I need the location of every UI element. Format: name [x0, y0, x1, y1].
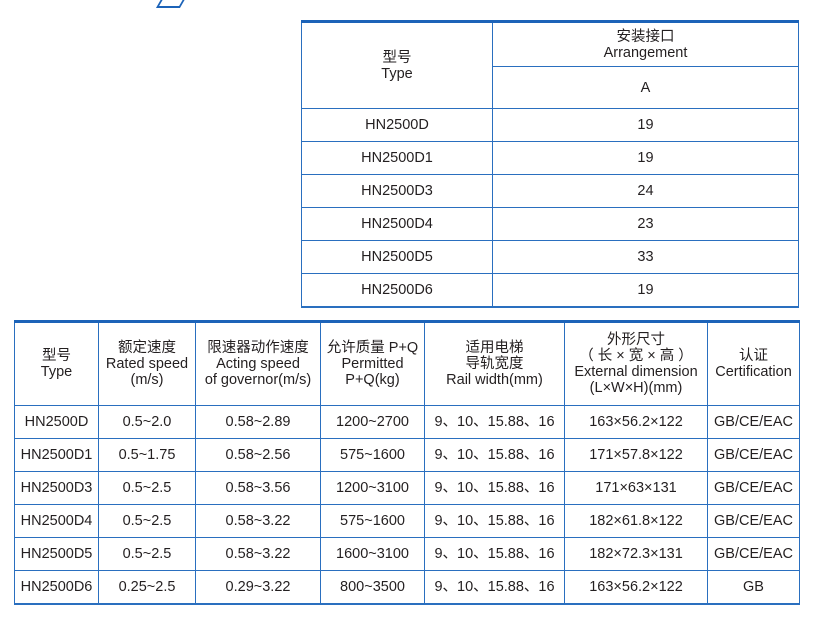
- table-row: HN2500D4 0.5~2.5 0.58~3.22 575~1600 9、10、15.…: [14, 504, 800, 538]
- header-line: 适用电梯: [465, 340, 524, 356]
- table-row: HN2500D1 19: [301, 141, 799, 175]
- arrangement-cell: 23: [492, 207, 799, 241]
- header-line: Rated speed: [105, 356, 189, 372]
- header-line: Rail width(mm): [446, 372, 543, 388]
- header-line: Type: [40, 364, 73, 380]
- table-cell: 0.5~2.5: [98, 504, 196, 538]
- table-cell: 9、10、15.88、16: [424, 471, 565, 505]
- table-cell: GB: [707, 570, 800, 604]
- table-row: HN2500D4 23: [301, 207, 799, 241]
- table-cell: GB/CE/EAC: [707, 438, 800, 472]
- table-cell: 575~1600: [320, 438, 425, 472]
- table-cell: GB/CE/EAC: [707, 405, 800, 439]
- arrangement-cell: 33: [492, 240, 799, 274]
- column-header: 限速器动作速度 Acting speed of governor(m/s): [195, 320, 321, 406]
- type-cell: HN2500D: [301, 108, 493, 142]
- table-cell: HN2500D1: [14, 438, 99, 472]
- header-line: (m/s): [130, 372, 164, 388]
- header-line: （ 长 × 宽 × 高 ）: [579, 348, 693, 364]
- table-cell: GB/CE/EAC: [707, 537, 800, 571]
- arrangement-cell: 19: [492, 273, 799, 307]
- table-cell: 9、10、15.88、16: [424, 405, 565, 439]
- table-cell: HN2500D: [14, 405, 99, 439]
- header-line: 额定速度: [118, 340, 176, 356]
- table-row: HN2500D6 19: [301, 273, 799, 307]
- table-row: HN2500D5 0.5~2.5 0.58~3.22 1600~3100 9、10、15…: [14, 537, 800, 571]
- table-row: HN2500D1 0.5~1.75 0.58~2.56 575~1600 9、10、15…: [14, 438, 800, 472]
- table-cell: 182×72.3×131: [564, 537, 708, 571]
- table-cell: 0.5~1.75: [98, 438, 196, 472]
- table-cell: 0.58~3.22: [195, 537, 321, 571]
- table-cell: GB/CE/EAC: [707, 504, 800, 538]
- table-cell: 0.58~3.56: [195, 471, 321, 505]
- table-cell: 0.58~2.89: [195, 405, 321, 439]
- table-cell: HN2500D4: [14, 504, 99, 538]
- header-line: 认证: [739, 348, 768, 364]
- type-cell: HN2500D5: [301, 240, 493, 274]
- header-line: External dimension: [574, 364, 698, 380]
- table-cell: 0.29~3.22: [195, 570, 321, 604]
- table-row: HN2500D6 0.25~2.5 0.29~3.22 800~3500 9、10、15…: [14, 570, 800, 604]
- header-line: 允许质量 P+Q: [326, 340, 419, 356]
- column-header: 外形尺寸（ 长 × 宽 × 高 ） External dimension (L×W×…: [564, 320, 708, 406]
- logo-icon: [155, 0, 189, 8]
- table-cell: 9、10、15.88、16: [424, 570, 565, 604]
- column-header: 额定速度 Rated speed (m/s): [98, 320, 196, 406]
- column-header: 允许质量 P+Q Permitted P+Q(kg): [320, 320, 425, 406]
- header-line: 外形尺寸: [607, 332, 665, 348]
- table-cell: HN2500D3: [14, 471, 99, 505]
- spec-table: 型号 Type 额定速度 Rated speed (m/s) 限速器动作速度 Acting …: [14, 320, 800, 605]
- arrangement-table: 型号 Type 安装接口 Arrangement A HN2500D 19 HN2500…: [301, 20, 799, 308]
- table-cell: HN2500D6: [14, 570, 99, 604]
- table-cell: HN2500D5: [14, 537, 99, 571]
- table-cell: 0.58~2.56: [195, 438, 321, 472]
- table-cell: 163×56.2×122: [564, 405, 708, 439]
- table-cell: GB/CE/EAC: [707, 471, 800, 505]
- type-cell: HN2500D6: [301, 273, 493, 307]
- table-cell: 0.5~2.0: [98, 405, 196, 439]
- header-line: P+Q(kg): [345, 372, 400, 388]
- table-cell: 9、10、15.88、16: [424, 438, 565, 472]
- type-header: 型号 Type: [301, 20, 493, 109]
- arrangement-subheader: A: [492, 66, 799, 109]
- table-cell: 0.58~3.22: [195, 504, 321, 538]
- table-row: HN2500D5 33: [301, 240, 799, 274]
- header-line: Certification: [715, 364, 792, 380]
- header-line: 限速器动作速度: [207, 340, 309, 356]
- type-cell: HN2500D3: [301, 174, 493, 208]
- table-row: HN2500D 19: [301, 108, 799, 142]
- table-cell: 9、10、15.88、16: [424, 504, 565, 538]
- header-line: (L×W×H)(mm): [589, 380, 683, 396]
- table-cell: 1200~2700: [320, 405, 425, 439]
- header-line: Acting speed: [216, 356, 300, 372]
- arrangement-cell: 19: [492, 108, 799, 142]
- column-header: 适用电梯 导轨宽度 Rail width(mm): [424, 320, 565, 406]
- table-row: HN2500D3 24: [301, 174, 799, 208]
- table-cell: 171×63×131: [564, 471, 708, 505]
- header-line: 型号: [42, 348, 71, 364]
- table-cell: 0.5~2.5: [98, 471, 196, 505]
- table-cell: 9、10、15.88、16: [424, 537, 565, 571]
- header-line: of governor(m/s): [204, 372, 312, 388]
- column-header: 认证 Certification: [707, 320, 800, 406]
- table-cell: 163×56.2×122: [564, 570, 708, 604]
- header-line: Permitted: [341, 356, 404, 372]
- table-cell: 1200~3100: [320, 471, 425, 505]
- arrangement-cell: 24: [492, 174, 799, 208]
- table-cell: 575~1600: [320, 504, 425, 538]
- table-cell: 0.5~2.5: [98, 537, 196, 571]
- table-cell: 182×61.8×122: [564, 504, 708, 538]
- table-row: HN2500D 0.5~2.0 0.58~2.89 1200~2700 9、10、15.…: [14, 405, 800, 439]
- table-row: HN2500D3 0.5~2.5 0.58~3.56 1200~3100 9、10、15…: [14, 471, 800, 505]
- type-cell: HN2500D4: [301, 207, 493, 241]
- arrangement-header: 安装接口 Arrangement: [492, 20, 799, 67]
- table-cell: 1600~3100: [320, 537, 425, 571]
- table-cell: 800~3500: [320, 570, 425, 604]
- header-line: 导轨宽度: [465, 356, 524, 372]
- column-header: 型号 Type: [14, 320, 99, 406]
- arrangement-cell: 19: [492, 141, 799, 175]
- table-cell: 171×57.8×122: [564, 438, 708, 472]
- type-cell: HN2500D1: [301, 141, 493, 175]
- table-cell: 0.25~2.5: [98, 570, 196, 604]
